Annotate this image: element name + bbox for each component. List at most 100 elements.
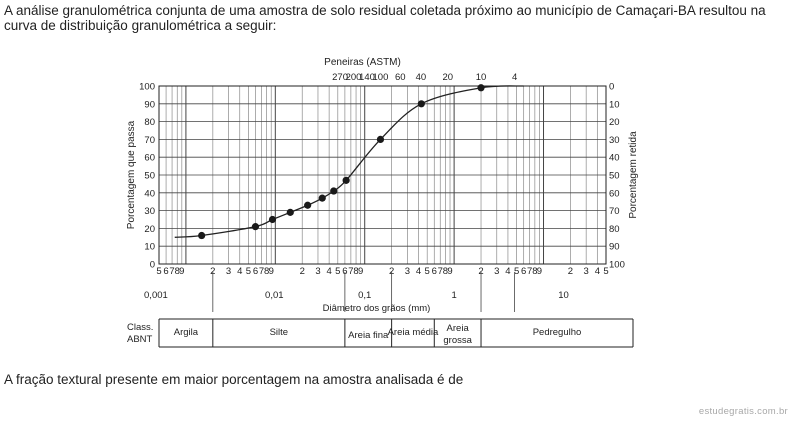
x-minor-tick-label: 8 (443, 266, 448, 277)
class-name: Argila (174, 327, 199, 338)
y-tick-left: 70 (144, 135, 155, 146)
y-tick-left: 50 (144, 171, 155, 182)
x-minor-tick-label: 9 (537, 266, 542, 277)
x-minor-tick-label: 9 (358, 266, 363, 277)
data-point (318, 194, 326, 202)
decade-label: 10 (558, 290, 569, 301)
x-minor-tick-label: 5 (603, 266, 608, 277)
data-point (304, 201, 312, 209)
x-minor-tick-label: 8 (175, 266, 180, 277)
class-name: Areia (447, 323, 470, 334)
y-tick-right: 20 (609, 117, 620, 128)
x-minor-tick-label: 3 (405, 266, 410, 277)
y-tick-right: 0 (609, 82, 614, 93)
data-point (477, 84, 485, 92)
data-point (286, 208, 294, 216)
x-minor-tick-label: 7 (438, 266, 443, 277)
y-tick-left: 20 (144, 224, 155, 235)
x-minor-tick-label: 2 (389, 266, 394, 277)
class-label: Class. (127, 322, 153, 333)
y-tick-left: 90 (144, 99, 155, 110)
class-name: grossa (443, 335, 472, 346)
sieve-label: 60 (395, 72, 406, 83)
x-minor-tick-label: 2 (210, 266, 215, 277)
y-tick-left: 40 (144, 188, 155, 199)
x-minor-tick-label: 5 (335, 266, 340, 277)
x-minor-tick-label: 6 (432, 266, 437, 277)
x-minor-tick-label: 4 (237, 266, 242, 277)
data-point (268, 215, 277, 224)
decade-label: 0,1 (358, 290, 371, 301)
y-tick-left: 10 (144, 242, 155, 253)
class-name: Pedregulho (533, 327, 582, 338)
x-minor-tick-label: 4 (595, 266, 600, 277)
x-minor-tick-label: 6 (521, 266, 526, 277)
class-label: ABNT (127, 334, 153, 345)
sieve-label: 40 (416, 72, 427, 83)
decade-label: 1 (451, 290, 456, 301)
x-minor-tick-label: 8 (532, 266, 537, 277)
y-tick-right: 70 (609, 206, 620, 217)
y-tick-right: 50 (609, 171, 620, 182)
y-tick-right: 10 (609, 99, 620, 110)
data-point (330, 187, 338, 195)
x-minor-tick-label: 2 (568, 266, 573, 277)
y-tick-right: 60 (609, 188, 620, 199)
x-minor-tick-label: 7 (169, 266, 174, 277)
x-minor-tick-label: 9 (447, 266, 452, 277)
intro-text: A análise granulométrica conjunta de uma… (4, 3, 766, 33)
sieve-label: 20 (443, 72, 454, 83)
y-tick-right: 90 (609, 242, 620, 253)
y-tick-left: 0 (150, 260, 155, 271)
x-minor-tick-label: 7 (527, 266, 532, 277)
data-point (198, 231, 206, 240)
sieve-label: 4 (512, 72, 517, 83)
class-name: Silte (270, 327, 288, 338)
x-minor-tick-label: 2 (300, 266, 305, 277)
x-minor-tick-label: 6 (342, 266, 347, 277)
sieve-label: 270 (332, 72, 348, 83)
data-point (376, 135, 385, 143)
y-axis-label-left: Porcentagem que passa (126, 120, 137, 229)
x-minor-tick-label: 5 (246, 266, 251, 277)
data-point (417, 100, 425, 108)
chart-title: Peneiras (ASTM) (324, 57, 401, 68)
class-name: Areia média (388, 327, 439, 338)
x-minor-tick-label: 5 (425, 266, 430, 277)
x-minor-tick-label: 8 (264, 266, 269, 277)
sieve-label: 100 (373, 72, 389, 83)
y-axis-label-right: Porcentagem retida (628, 131, 639, 219)
x-minor-tick-label: 5 (156, 266, 161, 277)
x-minor-tick-label: 9 (179, 266, 184, 277)
x-axis-label: Diâmetro dos grãos (mm) (323, 303, 431, 314)
y-tick-left: 80 (144, 117, 155, 128)
y-tick-right: 40 (609, 153, 620, 164)
x-minor-tick-label: 4 (505, 266, 510, 277)
y-tick-right: 80 (609, 224, 620, 235)
watermark: estudegratis.com.br (698, 406, 788, 417)
decade-label: 0,01 (265, 290, 284, 301)
sieve-label: 10 (476, 72, 487, 83)
y-tick-left: 60 (144, 153, 155, 164)
y-tick-left: 30 (144, 206, 155, 217)
x-minor-tick-label: 3 (494, 266, 499, 277)
x-minor-tick-label: 2 (478, 266, 483, 277)
x-minor-tick-label: 7 (348, 266, 353, 277)
decade-label: 0,001 (144, 290, 168, 301)
x-minor-tick-label: 9 (269, 266, 274, 277)
x-minor-tick-label: 6 (163, 266, 168, 277)
x-minor-tick-label: 7 (259, 266, 264, 277)
x-minor-tick-label: 4 (416, 266, 421, 277)
x-minor-tick-label: 6 (253, 266, 258, 277)
x-minor-tick-label: 4 (326, 266, 331, 277)
x-minor-tick-label: 3 (226, 266, 231, 277)
class-name: Areia fina (348, 330, 389, 341)
gradation-curve (174, 85, 524, 238)
y-tick-right: 100 (609, 260, 625, 271)
x-minor-tick-label: 3 (315, 266, 320, 277)
y-tick-left: 100 (139, 82, 155, 93)
sieve-label: 140 (359, 72, 375, 83)
x-minor-tick-label: 5 (514, 266, 519, 277)
sieve-label: 200 (346, 72, 362, 83)
